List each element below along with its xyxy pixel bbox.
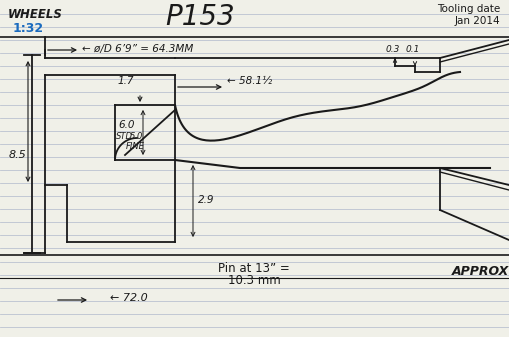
Text: 1:32: 1:32 — [13, 22, 44, 35]
Text: 6.0: 6.0 — [118, 120, 134, 130]
Text: ← ø/D 6’9” = 64.3MM: ← ø/D 6’9” = 64.3MM — [82, 44, 193, 54]
Text: ← 58.1½: ← 58.1½ — [227, 76, 272, 86]
Text: STD: STD — [116, 132, 133, 141]
Text: 5.0: 5.0 — [130, 132, 144, 141]
Text: FINE: FINE — [126, 142, 145, 151]
Text: ← 72.0: ← 72.0 — [110, 293, 148, 303]
Text: 10.3 mm: 10.3 mm — [228, 274, 280, 287]
Text: APPROX: APPROX — [451, 265, 508, 278]
Text: 2.9: 2.9 — [198, 195, 214, 205]
Text: 0.1: 0.1 — [406, 45, 420, 54]
Text: Jan 2014: Jan 2014 — [455, 16, 500, 26]
Text: 8.5: 8.5 — [9, 150, 27, 160]
Text: Pin at 13” =: Pin at 13” = — [218, 262, 290, 275]
Text: 0.3: 0.3 — [386, 45, 400, 54]
Text: WHEELS: WHEELS — [8, 8, 63, 21]
Text: 1.7: 1.7 — [118, 76, 134, 86]
Text: P153: P153 — [165, 3, 235, 31]
Text: Tooling date: Tooling date — [437, 4, 500, 14]
